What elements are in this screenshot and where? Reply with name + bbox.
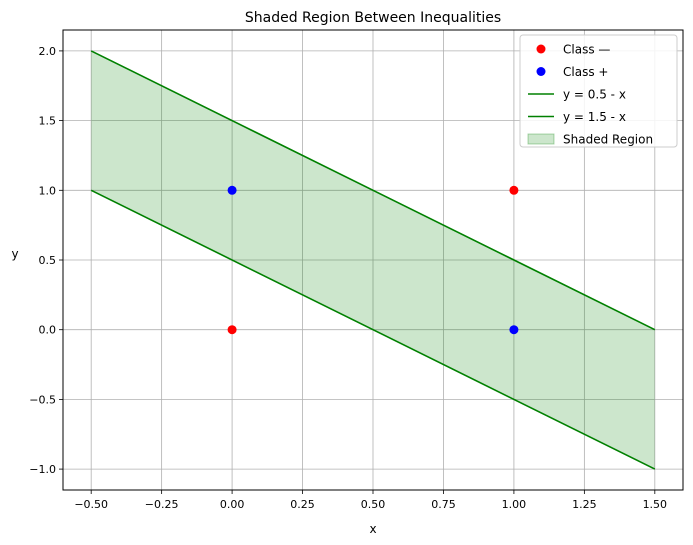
class-minus-point — [227, 325, 237, 335]
y-tick-label: 0.5 — [39, 254, 57, 267]
line-series-1 — [90, 189, 656, 470]
y-tick-label: −0.5 — [29, 393, 56, 406]
shaded-region-layer — [91, 50, 655, 470]
x-tick-label: 1.25 — [572, 498, 597, 511]
chart-title: Shaded Region Between Inequalities — [245, 10, 501, 26]
legend: Class — Class + y = 0.5 - x y = 1.5 - x Shad… — [519, 34, 678, 148]
point-layer — [227, 185, 519, 335]
x-tick-label: 0.00 — [220, 498, 245, 511]
legend-box — [519, 34, 678, 148]
y-tick-label: 1.5 — [39, 115, 57, 128]
legend-label: y = 1.5 - x — [563, 110, 626, 124]
legend-label: Class + — [563, 65, 608, 79]
x-ticks: −0.50 −0.25 0.00 0.25 0.50 0.75 1.00 1.25 1.50 — [74, 490, 667, 511]
x-tick-label: 1.50 — [643, 498, 668, 511]
y-axis-label: y — [11, 247, 18, 261]
legend-marker — [536, 44, 546, 54]
shaded-region — [91, 50, 655, 470]
y-tick-label: 2.0 — [39, 45, 57, 58]
legend-marker — [536, 67, 546, 76]
class-plus-point — [227, 185, 237, 195]
y-ticks: −1.0 −0.5 0.0 0.5 1.0 1.5 2.0 — [29, 45, 63, 476]
line-series-2 — [90, 50, 656, 331]
line-layer — [90, 50, 656, 470]
x-axis-label: x — [369, 522, 376, 536]
legend-label: y = 0.5 - x — [563, 88, 626, 102]
legend-label: Shaded Region — [563, 133, 653, 147]
legend-patch — [527, 133, 555, 145]
x-tick-label: 0.75 — [431, 498, 456, 511]
class-minus-point — [509, 185, 519, 195]
y-tick-label: 0.0 — [39, 324, 57, 337]
x-tick-label: −0.25 — [145, 498, 179, 511]
y-tick-label: −1.0 — [29, 463, 56, 476]
x-tick-label: −0.50 — [74, 498, 108, 511]
x-tick-label: 0.50 — [361, 498, 386, 511]
class-plus-point — [509, 325, 519, 335]
legend-label: Class — — [563, 43, 610, 57]
y-tick-label: 1.0 — [39, 184, 57, 197]
x-tick-label: 1.00 — [502, 498, 527, 511]
x-tick-label: 0.25 — [290, 498, 315, 511]
